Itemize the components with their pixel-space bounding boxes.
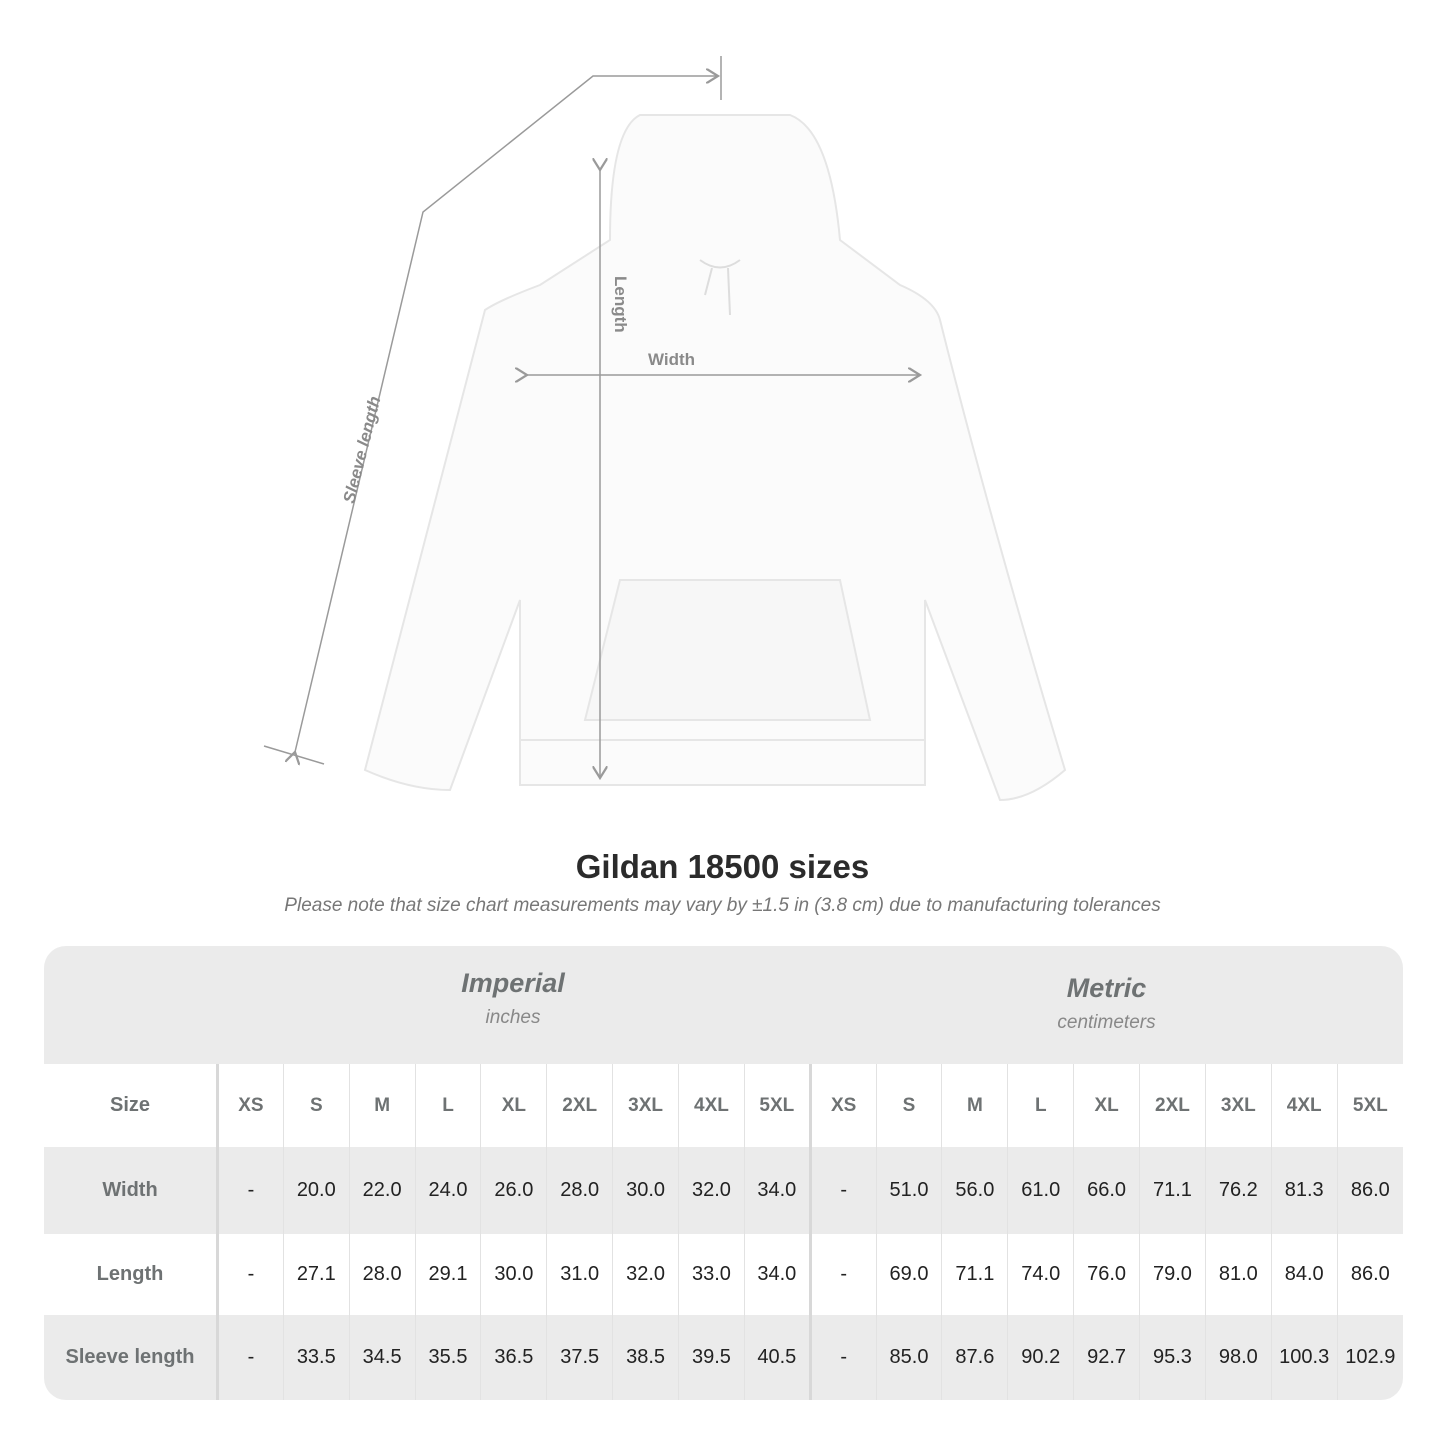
metric-value: 79.0: [1139, 1234, 1206, 1315]
size-label: Size: [44, 1064, 219, 1147]
imperial-value: 36.5: [480, 1315, 547, 1400]
metric-value: 85.0: [875, 1315, 942, 1400]
metric-value: 81.3: [1270, 1147, 1338, 1234]
imperial-title: Imperial: [461, 968, 565, 998]
imperial-header: Imperial inches: [216, 968, 810, 1029]
size-grid: Size XS S M L XL 2XL 3XL 4XL 5XL XS S M L XL 2XL 3XL 4XL 5…: [44, 1064, 1403, 1400]
page-title: Gildan 18500 sizes: [575, 848, 870, 885]
imperial-value: 29.1: [414, 1234, 481, 1315]
sleeve-line: [295, 76, 718, 752]
table-header: Imperial inches Metric centimeters: [44, 946, 1403, 1064]
hoodie-diagram: [263, 56, 1067, 802]
imperial-size-m: M: [348, 1064, 416, 1147]
metric-value: 84.0: [1270, 1234, 1338, 1315]
metric-value: 71.1: [1139, 1147, 1206, 1234]
metric-value: 102.9: [1336, 1315, 1403, 1400]
imperial-value: 32.0: [678, 1147, 745, 1234]
row-label: Sleeve length: [44, 1315, 219, 1400]
metric-size-xl: XL: [1073, 1064, 1140, 1147]
size-row: Size XS S M L XL 2XL 3XL 4XL 5XL XS S M L XL 2XL 3XL 4XL 5…: [44, 1064, 1403, 1147]
imperial-size-xs: XS: [217, 1064, 284, 1147]
imperial-value: 28.0: [348, 1234, 416, 1315]
table-row: Sleeve length -33.5 34.5 35.5 36.5 37.5 38.5 39…: [44, 1315, 1403, 1400]
imperial-size-l: L: [414, 1064, 481, 1147]
imperial-value: 20.0: [282, 1147, 350, 1234]
metric-value: -: [808, 1315, 877, 1400]
imperial-value: 37.5: [546, 1315, 613, 1400]
metric-size-m: M: [941, 1064, 1008, 1147]
metric-value: 92.7: [1073, 1315, 1140, 1400]
metric-value: 90.2: [1007, 1315, 1074, 1400]
metric-value: 76.2: [1204, 1147, 1272, 1234]
metric-size-4xl: 4XL: [1270, 1064, 1338, 1147]
metric-size-3xl: 3XL: [1204, 1064, 1272, 1147]
width-label: Width: [648, 350, 696, 369]
imperial-value: 38.5: [612, 1315, 679, 1400]
imperial-value: 34.0: [743, 1234, 811, 1315]
table-row: Length -27.1 28.0 29.1 30.0 31.0 32.0 33.0 34.0-…: [44, 1234, 1403, 1315]
imperial-value: 32.0: [612, 1234, 679, 1315]
imperial-value: 28.0: [546, 1147, 613, 1234]
imperial-value: 33.5: [282, 1315, 350, 1400]
size-table: Imperial inches Metric centimeters Size X…: [44, 946, 1403, 1400]
imperial-value: 27.1: [282, 1234, 350, 1315]
imperial-size-2xl: 2XL: [546, 1064, 613, 1147]
metric-value: 56.0: [941, 1147, 1008, 1234]
imperial-value: 22.0: [348, 1147, 416, 1234]
imperial-value: 30.0: [480, 1234, 547, 1315]
metric-value: 71.1: [941, 1234, 1008, 1315]
metric-size-2xl: 2XL: [1139, 1064, 1206, 1147]
imperial-value: 24.0: [414, 1147, 481, 1234]
imperial-value: -: [217, 1147, 284, 1234]
row-label: Width: [44, 1147, 219, 1234]
table-row: Width -20.0 22.0 24.0 26.0 28.0 30.0 32.0 34.0-5…: [44, 1147, 1403, 1234]
metric-header: Metric centimeters: [810, 973, 1403, 1034]
metric-value: 95.3: [1139, 1315, 1206, 1400]
metric-value: 51.0: [875, 1147, 942, 1234]
imperial-size-xl: XL: [480, 1064, 547, 1147]
imperial-unit: inches: [485, 1007, 541, 1028]
metric-value: 69.0: [875, 1234, 942, 1315]
metric-value: 76.0: [1073, 1234, 1140, 1315]
imperial-value: 35.5: [414, 1315, 481, 1400]
hoodie-image: [363, 114, 1067, 802]
imperial-value: 34.5: [348, 1315, 416, 1400]
metric-size-xs: XS: [808, 1064, 877, 1147]
imperial-value: 39.5: [678, 1315, 745, 1400]
imperial-size-4xl: 4XL: [678, 1064, 745, 1147]
imperial-size-5xl: 5XL: [743, 1064, 811, 1147]
imperial-size-3xl: 3XL: [612, 1064, 679, 1147]
metric-value: -: [808, 1147, 877, 1234]
metric-size-l: L: [1007, 1064, 1074, 1147]
metric-title: Metric: [1066, 973, 1147, 1003]
imperial-value: 33.0: [678, 1234, 745, 1315]
metric-value: 81.0: [1204, 1234, 1272, 1315]
metric-size-5xl: 5XL: [1336, 1064, 1403, 1147]
metric-value: 86.0: [1336, 1234, 1403, 1315]
imperial-value: 30.0: [612, 1147, 679, 1234]
metric-value: 100.3: [1270, 1315, 1338, 1400]
metric-value: 86.0: [1336, 1147, 1403, 1234]
tolerance-note: Please note that size chart measurements…: [284, 895, 1161, 916]
metric-value: 66.0: [1073, 1147, 1140, 1234]
measurement-lines: [263, 56, 920, 778]
imperial-value: 34.0: [743, 1147, 811, 1234]
metric-value: 61.0: [1007, 1147, 1074, 1234]
imperial-value: -: [217, 1315, 284, 1400]
imperial-value: 31.0: [546, 1234, 613, 1315]
imperial-value: -: [217, 1234, 284, 1315]
imperial-value: 26.0: [480, 1147, 547, 1234]
imperial-value: 40.5: [743, 1315, 811, 1400]
metric-unit: centimeters: [1057, 1012, 1156, 1033]
metric-value: 74.0: [1007, 1234, 1074, 1315]
row-label: Length: [44, 1234, 219, 1315]
metric-value: -: [808, 1234, 877, 1315]
metric-size-s: S: [875, 1064, 942, 1147]
imperial-size-s: S: [282, 1064, 350, 1147]
metric-value: 98.0: [1204, 1315, 1272, 1400]
length-label: Length: [611, 276, 630, 333]
metric-value: 87.6: [941, 1315, 1008, 1400]
